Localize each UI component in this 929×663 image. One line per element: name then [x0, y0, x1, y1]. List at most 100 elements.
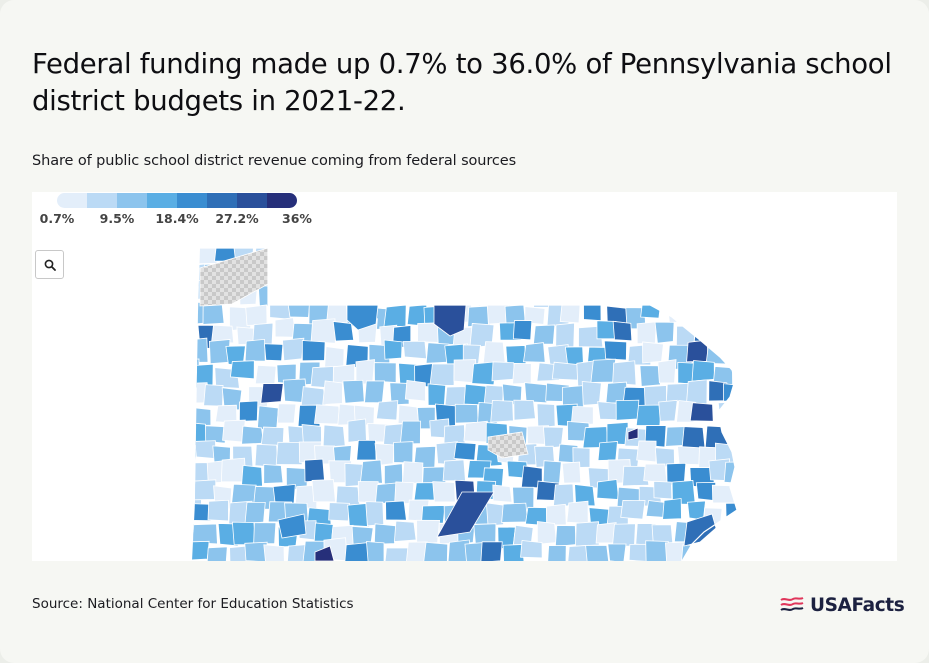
district-region[interactable] — [186, 540, 210, 561]
district-region[interactable] — [314, 545, 335, 561]
district-region[interactable] — [673, 241, 695, 263]
district-region[interactable] — [322, 380, 343, 405]
district-region[interactable] — [705, 342, 730, 365]
district-region[interactable] — [603, 340, 628, 361]
district-region[interactable] — [566, 500, 589, 524]
district-region[interactable] — [282, 337, 305, 362]
district-region[interactable] — [370, 279, 392, 301]
district-region[interactable] — [735, 480, 761, 503]
district-region[interactable] — [366, 541, 385, 561]
district-region[interactable] — [314, 243, 339, 265]
district-region[interactable] — [356, 439, 377, 461]
district-region[interactable] — [645, 540, 669, 561]
district-region[interactable] — [367, 264, 388, 287]
district-region[interactable] — [685, 379, 708, 406]
district-region[interactable] — [643, 463, 668, 484]
district-region[interactable] — [239, 400, 259, 422]
district-region[interactable] — [691, 360, 715, 382]
district-region[interactable] — [185, 337, 209, 364]
district-region[interactable] — [747, 339, 767, 360]
district-region[interactable] — [453, 441, 477, 461]
district-region[interactable] — [612, 523, 636, 547]
district-region[interactable] — [393, 520, 417, 542]
district-region[interactable] — [533, 284, 556, 308]
district-region[interactable] — [231, 521, 257, 545]
district-region[interactable] — [443, 264, 465, 286]
district-region[interactable] — [364, 380, 385, 404]
district-region[interactable] — [513, 399, 536, 421]
district-region[interactable] — [681, 426, 706, 450]
district-region[interactable] — [750, 384, 769, 407]
district-region[interactable] — [383, 304, 407, 328]
district-region[interactable] — [385, 500, 407, 521]
district-region[interactable] — [492, 484, 513, 503]
district-region[interactable] — [264, 343, 284, 362]
district-region[interactable] — [371, 241, 396, 265]
district-region[interactable] — [203, 384, 224, 407]
district-region[interactable] — [705, 307, 731, 330]
district-region[interactable] — [260, 383, 284, 404]
district-region[interactable] — [275, 441, 303, 466]
district-region[interactable] — [202, 304, 225, 325]
district-region[interactable] — [405, 541, 428, 561]
district-region[interactable] — [207, 499, 229, 522]
district-region[interactable] — [622, 465, 650, 487]
district-region[interactable] — [254, 364, 277, 385]
district-region[interactable] — [709, 259, 732, 280]
district-region[interactable] — [729, 426, 753, 449]
district-region[interactable] — [314, 404, 341, 425]
district-region[interactable] — [322, 424, 346, 448]
district-region[interactable] — [689, 402, 714, 422]
district-region[interactable] — [172, 323, 190, 344]
district-region[interactable] — [501, 265, 523, 290]
district-region[interactable] — [482, 341, 506, 364]
district-region[interactable] — [192, 523, 218, 545]
district-region[interactable] — [657, 359, 677, 384]
district-region[interactable] — [170, 504, 193, 527]
district-region[interactable] — [635, 404, 662, 426]
district-region[interactable] — [393, 441, 414, 464]
district-region[interactable] — [659, 281, 685, 307]
district-region[interactable] — [295, 241, 315, 261]
district-region[interactable] — [736, 248, 758, 271]
district-region[interactable] — [332, 320, 355, 342]
district-region[interactable] — [554, 525, 577, 548]
district-region[interactable] — [571, 284, 592, 307]
district-region[interactable] — [433, 282, 460, 307]
district-region[interactable] — [725, 502, 750, 523]
district-region[interactable] — [471, 361, 497, 386]
district-region[interactable] — [373, 523, 398, 545]
district-region[interactable] — [254, 443, 279, 468]
district-region[interactable] — [520, 540, 543, 559]
district-region[interactable] — [176, 446, 198, 468]
district-region[interactable] — [193, 240, 218, 265]
district-region[interactable] — [620, 499, 646, 520]
district-region[interactable] — [389, 382, 410, 406]
district-region[interactable] — [743, 504, 762, 529]
district-region[interactable] — [192, 407, 212, 427]
district-region[interactable] — [397, 404, 420, 424]
district-region[interactable] — [191, 479, 217, 501]
district-region[interactable] — [277, 403, 297, 424]
district-region[interactable] — [342, 379, 365, 404]
district-region[interactable] — [310, 318, 336, 344]
district-region[interactable] — [245, 304, 268, 326]
district-region[interactable] — [524, 382, 548, 404]
district-region[interactable] — [329, 285, 352, 305]
district-region[interactable] — [257, 285, 282, 307]
district-region[interactable] — [343, 542, 370, 561]
district-region[interactable] — [299, 263, 323, 282]
district-region[interactable] — [608, 263, 627, 283]
district-region[interactable] — [717, 401, 743, 427]
district-region[interactable] — [464, 541, 487, 561]
district-region[interactable] — [172, 523, 195, 542]
district-region[interactable] — [427, 383, 447, 406]
district-region[interactable] — [278, 243, 300, 265]
district-region[interactable] — [734, 321, 757, 340]
district-region[interactable] — [436, 491, 495, 538]
district-region[interactable] — [634, 241, 657, 261]
district-region[interactable] — [627, 427, 639, 441]
district-region[interactable] — [229, 545, 249, 561]
district-region[interactable] — [244, 501, 266, 525]
district-region[interactable] — [483, 258, 505, 282]
